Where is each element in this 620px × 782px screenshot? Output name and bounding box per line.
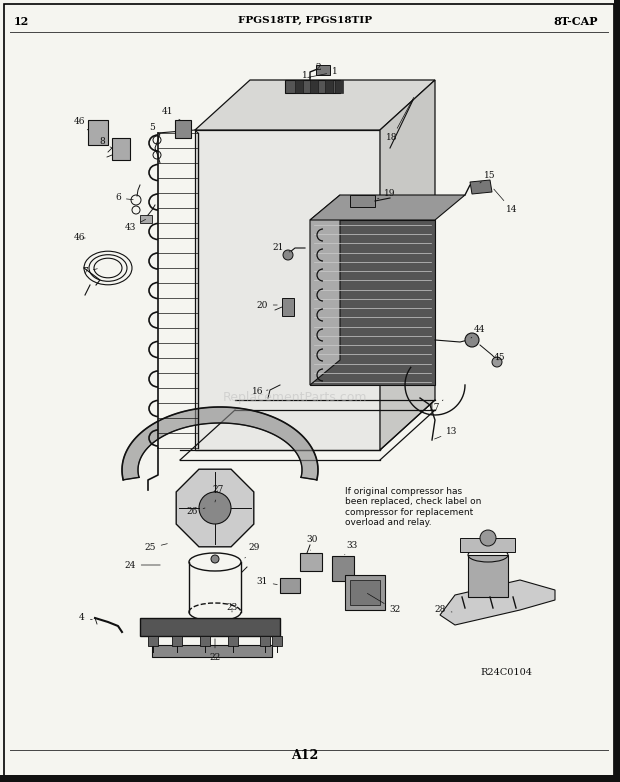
Text: 26: 26 [187, 508, 205, 516]
Polygon shape [470, 180, 492, 194]
Text: 16: 16 [252, 388, 268, 396]
Text: 24: 24 [125, 561, 160, 569]
Bar [300, 553, 322, 571]
Polygon shape [310, 195, 340, 385]
Text: 7: 7 [82, 267, 97, 277]
Text: FPGS18TP, FPGS18TIP: FPGS18TP, FPGS18TIP [238, 16, 372, 25]
Bar [172, 636, 182, 646]
Bar [316, 65, 330, 75]
Text: 33: 33 [345, 540, 358, 554]
Text: 43: 43 [125, 219, 146, 232]
Text: 46: 46 [74, 117, 88, 130]
Bar [468, 555, 508, 597]
Bar [332, 556, 354, 581]
Text: 18: 18 [386, 98, 414, 142]
Text: 4: 4 [79, 614, 92, 622]
Polygon shape [440, 580, 555, 625]
Text: 31: 31 [256, 577, 277, 586]
Text: 15: 15 [480, 170, 496, 183]
Bar [148, 636, 158, 646]
Text: If original compressor has
been replaced, check label on
compressor for replacem: If original compressor has been replaced… [345, 487, 481, 527]
Circle shape [480, 530, 496, 546]
Text: 46: 46 [74, 234, 86, 242]
Text: 45: 45 [494, 353, 506, 363]
Bar [260, 636, 270, 646]
Circle shape [211, 555, 219, 563]
Text: 13: 13 [435, 428, 458, 439]
Polygon shape [195, 80, 435, 130]
Text: R24C0104: R24C0104 [480, 668, 532, 677]
Text: 44: 44 [471, 325, 485, 338]
Text: 17: 17 [429, 400, 443, 412]
Polygon shape [310, 195, 465, 220]
Bar [228, 636, 238, 646]
Bar [200, 636, 210, 646]
Bar [175, 120, 191, 138]
Bar [614, 0, 620, 782]
Text: 29: 29 [245, 543, 260, 558]
Text: 1: 1 [308, 67, 338, 77]
Bar [88, 120, 108, 145]
Bar [345, 575, 385, 610]
Text: 25: 25 [144, 543, 167, 553]
Bar [460, 538, 515, 552]
Text: 21: 21 [272, 243, 290, 253]
Bar [152, 645, 272, 657]
Bar [335, 80, 343, 93]
Bar [280, 578, 300, 593]
Polygon shape [195, 130, 380, 450]
Bar [285, 80, 340, 93]
Polygon shape [176, 469, 254, 547]
Text: 8: 8 [99, 138, 112, 148]
Text: 23: 23 [226, 604, 237, 612]
Bar [295, 80, 303, 93]
Circle shape [465, 333, 479, 347]
Text: 20: 20 [256, 300, 277, 310]
Bar [112, 138, 130, 160]
Bar [140, 215, 152, 223]
Bar [310, 80, 318, 93]
Circle shape [199, 492, 231, 524]
Text: 8T-CAP: 8T-CAP [554, 16, 598, 27]
Circle shape [492, 357, 502, 367]
Text: 6: 6 [115, 193, 133, 203]
Polygon shape [310, 220, 435, 385]
Text: 41: 41 [162, 107, 180, 120]
Text: 32: 32 [368, 594, 401, 615]
Text: 30: 30 [306, 536, 317, 551]
Bar [0, 775, 620, 782]
Bar [282, 298, 294, 316]
Text: 2: 2 [310, 63, 321, 78]
Text: 5: 5 [149, 124, 160, 135]
Bar [140, 618, 280, 636]
Text: 19: 19 [378, 188, 396, 199]
Text: 22: 22 [210, 639, 221, 662]
Bar [272, 636, 282, 646]
Circle shape [283, 250, 293, 260]
Text: 12: 12 [14, 16, 29, 27]
Text: 27: 27 [212, 486, 224, 502]
Bar [350, 580, 380, 605]
Text: 28: 28 [435, 605, 452, 615]
Polygon shape [122, 407, 318, 480]
Text: 1: 1 [302, 71, 308, 81]
Text: 14: 14 [494, 189, 518, 214]
Polygon shape [380, 80, 435, 450]
Bar [325, 80, 333, 93]
Text: A12: A12 [291, 749, 319, 762]
Bar [350, 195, 375, 207]
Text: ReplacementParts.com: ReplacementParts.com [223, 392, 367, 404]
